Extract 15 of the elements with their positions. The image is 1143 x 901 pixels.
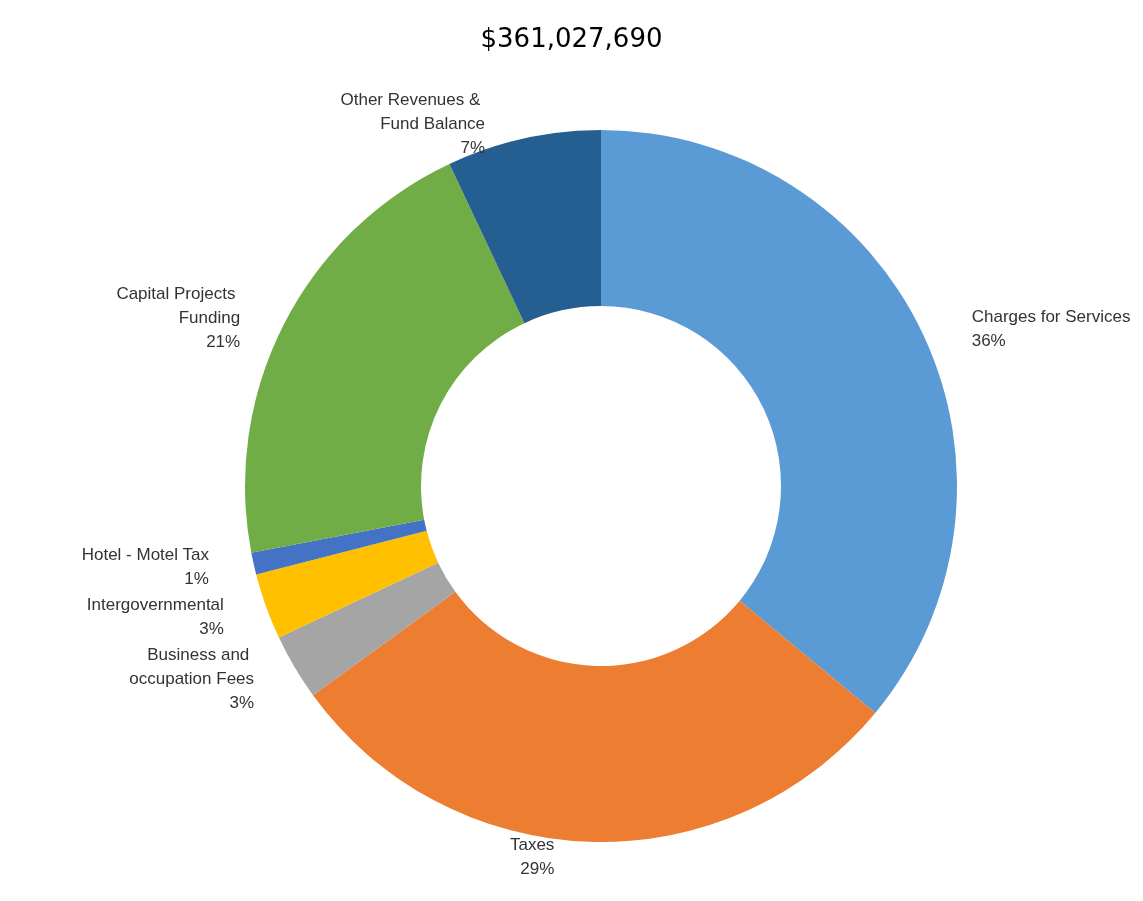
slice-label: Business and occupation Fees	[129, 645, 255, 689]
data-label: 1%	[184, 569, 209, 589]
data-label: 7%	[460, 138, 486, 158]
data-label: 3%	[229, 693, 255, 713]
data-label: 36%	[971, 330, 1006, 350]
slice-label: Charges for Services	[971, 306, 1131, 326]
slice-label: Intergovernmental	[86, 595, 224, 615]
slice-label: Other Revenues & Fund Balance	[340, 90, 486, 134]
data-label: 21%	[206, 332, 241, 352]
slice-label: Taxes	[509, 835, 555, 855]
slice-label: Hotel - Motel Tax	[81, 545, 210, 565]
chart-title: $361,027,690	[480, 23, 663, 53]
data-label: 3%	[199, 619, 224, 639]
data-label: 29%	[520, 859, 555, 879]
slice-label: Capital Projects Funding	[116, 284, 241, 328]
